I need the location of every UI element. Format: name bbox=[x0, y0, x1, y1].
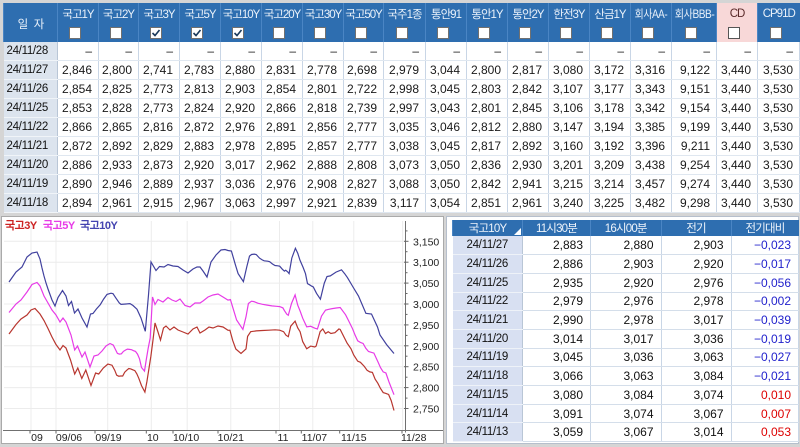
svg-text:국고5Y: 국고5Y bbox=[43, 219, 76, 232]
svg-text:3,100: 3,100 bbox=[413, 257, 439, 269]
svg-text:11: 11 bbox=[278, 432, 289, 443]
svg-text:2,850: 2,850 bbox=[413, 362, 439, 374]
svg-text:11/15: 11/15 bbox=[341, 432, 367, 443]
svg-text:10/10: 10/10 bbox=[173, 432, 199, 443]
svg-text:국고10Y: 국고10Y bbox=[80, 219, 118, 232]
svg-text:09: 09 bbox=[31, 432, 43, 443]
svg-text:11/28: 11/28 bbox=[401, 432, 427, 443]
svg-text:국고3Y: 국고3Y bbox=[5, 219, 38, 232]
svg-text:2,800: 2,800 bbox=[413, 383, 439, 395]
svg-text:3,050: 3,050 bbox=[413, 278, 439, 290]
svg-text:3,000: 3,000 bbox=[413, 299, 439, 311]
svg-text:2,900: 2,900 bbox=[413, 341, 439, 353]
svg-text:09/06: 09/06 bbox=[56, 432, 82, 443]
svg-text:2,750: 2,750 bbox=[413, 404, 439, 416]
svg-text:11/07: 11/07 bbox=[302, 432, 328, 443]
svg-text:10/21: 10/21 bbox=[218, 432, 244, 443]
svg-text:09/19: 09/19 bbox=[95, 432, 121, 443]
svg-text:2,950: 2,950 bbox=[413, 320, 439, 332]
svg-text:3,150: 3,150 bbox=[413, 236, 439, 248]
svg-text:10: 10 bbox=[147, 432, 159, 443]
